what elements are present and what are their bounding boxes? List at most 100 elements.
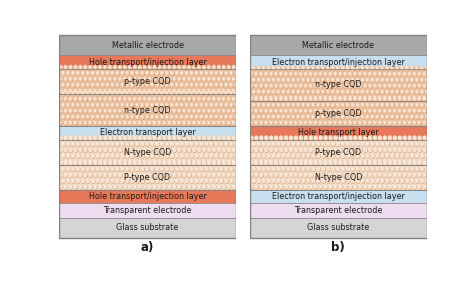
Circle shape — [267, 154, 270, 158]
Circle shape — [210, 71, 213, 75]
Circle shape — [426, 167, 427, 169]
Circle shape — [235, 83, 238, 88]
Circle shape — [106, 167, 109, 171]
Circle shape — [413, 173, 417, 177]
Circle shape — [97, 154, 100, 158]
Circle shape — [139, 137, 140, 138]
Circle shape — [151, 179, 154, 183]
Circle shape — [366, 142, 369, 146]
Circle shape — [205, 83, 208, 87]
Circle shape — [280, 121, 282, 123]
Circle shape — [255, 96, 257, 98]
Circle shape — [195, 115, 198, 119]
Circle shape — [399, 84, 401, 89]
Circle shape — [399, 136, 401, 140]
Circle shape — [391, 115, 394, 119]
Circle shape — [389, 173, 390, 175]
Circle shape — [339, 98, 341, 100]
Circle shape — [70, 160, 71, 162]
Circle shape — [59, 136, 62, 140]
Circle shape — [144, 162, 145, 164]
Circle shape — [391, 66, 394, 70]
Circle shape — [188, 78, 190, 80]
Circle shape — [121, 104, 123, 106]
Circle shape — [290, 185, 293, 189]
Bar — [59, 165, 236, 190]
Circle shape — [223, 137, 224, 138]
Circle shape — [188, 98, 191, 101]
Circle shape — [67, 179, 70, 183]
Circle shape — [337, 115, 340, 119]
Circle shape — [325, 98, 326, 100]
Circle shape — [237, 66, 239, 68]
Circle shape — [228, 148, 229, 150]
Circle shape — [144, 185, 146, 189]
Circle shape — [218, 89, 221, 94]
Circle shape — [89, 162, 91, 164]
Circle shape — [327, 103, 330, 108]
Circle shape — [104, 121, 107, 125]
Circle shape — [185, 167, 188, 171]
Circle shape — [118, 89, 122, 93]
Circle shape — [134, 66, 137, 70]
Circle shape — [139, 66, 140, 68]
Circle shape — [185, 115, 189, 119]
Circle shape — [265, 84, 268, 89]
Circle shape — [255, 98, 257, 100]
Circle shape — [329, 73, 331, 75]
Circle shape — [220, 83, 223, 88]
Circle shape — [173, 148, 175, 150]
Circle shape — [235, 72, 237, 74]
Circle shape — [76, 115, 80, 119]
Circle shape — [339, 85, 341, 87]
Circle shape — [426, 154, 428, 158]
Circle shape — [143, 65, 146, 69]
Circle shape — [331, 66, 335, 70]
Circle shape — [200, 83, 203, 87]
Circle shape — [419, 73, 420, 75]
Circle shape — [250, 121, 253, 125]
Circle shape — [233, 66, 234, 68]
Circle shape — [141, 71, 144, 75]
Circle shape — [96, 154, 100, 158]
Circle shape — [406, 78, 409, 83]
Circle shape — [195, 71, 198, 75]
Circle shape — [210, 167, 213, 171]
Circle shape — [193, 173, 196, 177]
Circle shape — [294, 96, 298, 100]
Circle shape — [77, 167, 78, 169]
Circle shape — [143, 109, 146, 113]
Circle shape — [101, 72, 105, 76]
Circle shape — [97, 142, 98, 144]
Circle shape — [295, 96, 298, 100]
Circle shape — [210, 103, 213, 107]
Circle shape — [292, 67, 295, 71]
Circle shape — [423, 185, 426, 189]
Circle shape — [283, 179, 284, 181]
Circle shape — [257, 154, 261, 158]
Circle shape — [376, 90, 378, 92]
Circle shape — [423, 137, 425, 138]
Circle shape — [339, 72, 342, 76]
Circle shape — [411, 78, 414, 83]
Circle shape — [416, 103, 419, 107]
Circle shape — [265, 136, 268, 140]
Circle shape — [154, 78, 156, 81]
Circle shape — [111, 83, 115, 88]
Circle shape — [205, 115, 207, 117]
Circle shape — [383, 96, 387, 100]
Circle shape — [280, 173, 283, 177]
Circle shape — [364, 85, 365, 87]
Circle shape — [265, 136, 268, 140]
Circle shape — [314, 173, 318, 177]
Circle shape — [307, 90, 309, 92]
Circle shape — [166, 154, 169, 158]
Circle shape — [284, 98, 288, 101]
Circle shape — [146, 179, 147, 181]
Circle shape — [203, 148, 206, 152]
Circle shape — [411, 90, 412, 92]
Circle shape — [158, 90, 160, 91]
Circle shape — [369, 96, 372, 100]
Circle shape — [295, 110, 296, 112]
Circle shape — [319, 121, 321, 123]
